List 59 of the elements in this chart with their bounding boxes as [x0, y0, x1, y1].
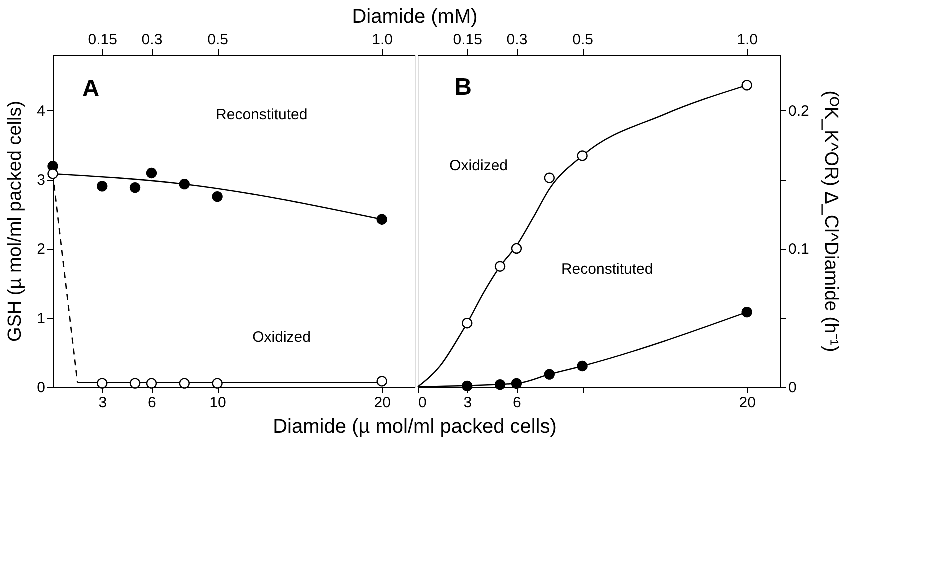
x2-tick-label: 1.0	[372, 32, 394, 48]
y-axis-title: GSH (µ mol/ml packed cells)	[5, 100, 26, 342]
point	[146, 168, 158, 179]
y-tick-label: 3	[37, 172, 46, 189]
point	[376, 214, 388, 225]
x-axis-title: Diamide (µ mol/ml packed cells)	[273, 416, 557, 438]
point	[577, 360, 588, 372]
point	[462, 380, 473, 392]
x-tick-label: 3	[98, 394, 108, 412]
x2-tick-label: 1.0	[737, 32, 758, 48]
point	[179, 179, 190, 190]
x-tick-label: 6	[148, 394, 156, 412]
annotation: Oxidized	[252, 329, 311, 346]
point	[742, 80, 752, 91]
x-tick-label: 20	[374, 394, 391, 412]
point	[212, 191, 223, 202]
annotation: B	[454, 74, 472, 102]
x2-tick-label: 0.3	[142, 32, 163, 48]
x2-tick-label: 0.15	[88, 32, 118, 48]
annotation: A	[82, 76, 100, 103]
x-tick-label: 3	[464, 394, 472, 412]
x-tick-label: 20	[739, 394, 756, 412]
point	[212, 378, 223, 389]
x2-tick-label: 0.3	[506, 32, 528, 48]
y-tick-label: 1	[37, 310, 46, 328]
annotation: Reconstituted	[561, 260, 654, 278]
point	[146, 378, 158, 389]
x2-tick-label: 0.5	[572, 32, 594, 48]
x-tick-label: 10	[210, 394, 226, 412]
y-tick-label: 2	[37, 241, 46, 258]
point	[494, 379, 506, 390]
x-tick-label: 6	[513, 394, 522, 412]
point	[742, 306, 752, 318]
point	[494, 261, 506, 272]
point	[179, 378, 190, 389]
y2-axis-title: (ᴼK_K^OR) Δ_Cl^Diamide (h⁻¹)	[820, 90, 842, 352]
point	[577, 150, 588, 162]
y2-tick-label: 0	[788, 380, 797, 396]
point	[376, 376, 388, 387]
y-tick-label: 4	[37, 102, 46, 120]
annotation: Oxidized	[450, 158, 508, 175]
y2-tick-label: 0.2	[788, 102, 810, 120]
x2-tick-label: 0.15	[453, 32, 482, 48]
x2-tick-label: 0.5	[208, 32, 228, 48]
point	[462, 318, 473, 329]
point	[48, 168, 58, 180]
y-tick-label: 0	[37, 380, 46, 396]
point	[511, 378, 522, 390]
point	[97, 378, 108, 389]
point	[544, 172, 555, 184]
x2-axis-title: Diamide (mM)	[352, 6, 478, 28]
x-tick-label: 0	[418, 394, 427, 412]
y2-tick-label: 0.1	[788, 241, 810, 258]
annotation: Reconstituted	[216, 106, 308, 124]
point	[130, 182, 141, 194]
point	[544, 369, 555, 380]
point	[97, 181, 108, 192]
point	[511, 243, 522, 254]
point	[130, 378, 141, 389]
